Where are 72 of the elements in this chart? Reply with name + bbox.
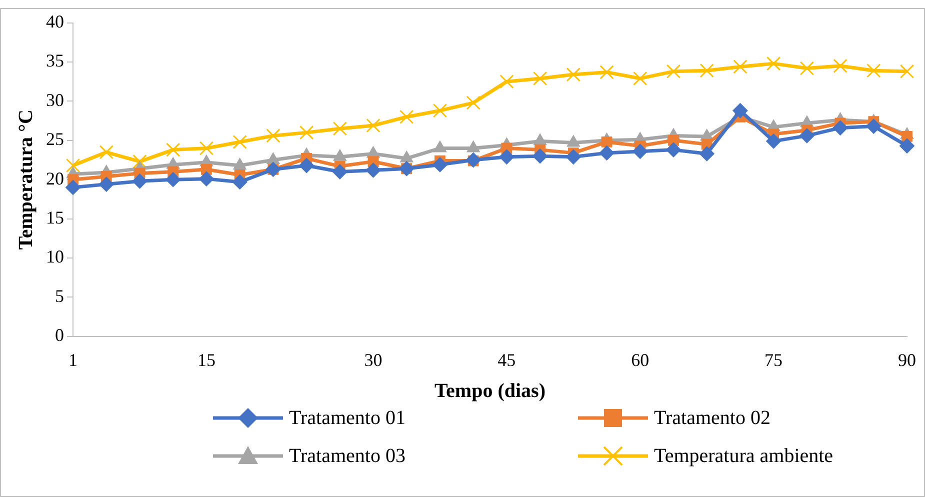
point xyxy=(633,71,648,86)
point xyxy=(632,144,648,159)
point xyxy=(566,67,581,82)
point xyxy=(332,164,348,180)
point xyxy=(601,136,612,148)
point xyxy=(699,146,714,162)
point xyxy=(700,64,714,78)
x-tick-label: 15 xyxy=(197,350,216,370)
point xyxy=(366,162,381,178)
point xyxy=(332,122,347,136)
x-tick-label: 90 xyxy=(898,350,916,370)
y-tick-label: 10 xyxy=(46,246,64,267)
y-tick-label: 5 xyxy=(55,286,64,306)
y-tick-label: 30 xyxy=(46,90,64,110)
x-tick-label: 60 xyxy=(631,350,650,370)
legend-label: Tratamento 03 xyxy=(289,444,406,468)
point xyxy=(366,118,380,133)
point xyxy=(66,180,80,195)
point xyxy=(198,171,214,186)
x-tick-label: 1 xyxy=(68,350,78,370)
y-tick-label: 40 xyxy=(46,12,64,32)
point xyxy=(866,64,881,78)
point xyxy=(900,64,914,79)
legend-label: Tratamento 02 xyxy=(654,406,770,430)
point xyxy=(599,145,614,160)
point xyxy=(666,142,681,158)
point xyxy=(766,56,781,71)
point xyxy=(766,134,782,149)
point xyxy=(232,174,248,190)
point xyxy=(399,110,414,124)
point xyxy=(732,103,748,118)
point xyxy=(98,176,114,192)
point xyxy=(499,149,514,164)
point xyxy=(532,71,548,86)
point xyxy=(532,148,548,164)
point xyxy=(166,142,180,157)
y-tick-label: 0 xyxy=(55,325,64,346)
point xyxy=(466,96,480,110)
point xyxy=(799,128,814,144)
point xyxy=(833,58,848,74)
x-tick-label: 75 xyxy=(764,350,783,370)
legend-label: Temperatura ambiente xyxy=(654,444,834,468)
point xyxy=(900,138,914,154)
y-tick-label: 15 xyxy=(46,208,64,228)
point xyxy=(132,174,148,189)
x-tick-label: 30 xyxy=(364,350,382,370)
point xyxy=(299,125,314,140)
point xyxy=(132,154,147,169)
point xyxy=(299,158,314,173)
point xyxy=(99,145,114,160)
x-tick-label: 45 xyxy=(498,350,516,370)
point xyxy=(166,172,181,188)
y-axis-title: Temperatura °C xyxy=(15,110,38,250)
point xyxy=(600,65,614,80)
legend-label: Tratamento 01 xyxy=(289,406,406,430)
point xyxy=(500,74,514,89)
point xyxy=(666,64,681,79)
point xyxy=(199,141,214,156)
y-tick-label: 25 xyxy=(46,129,64,150)
point xyxy=(832,120,848,136)
point xyxy=(66,158,80,173)
point xyxy=(232,134,247,150)
point xyxy=(800,61,814,76)
point xyxy=(566,149,581,164)
x-axis-title: Tempo (dias) xyxy=(434,380,546,402)
point xyxy=(266,128,280,143)
y-tick-label: 35 xyxy=(46,50,64,71)
point xyxy=(866,118,882,134)
y-tick-label: 20 xyxy=(46,168,64,188)
point xyxy=(432,103,448,118)
point xyxy=(733,60,748,74)
point xyxy=(432,157,448,172)
